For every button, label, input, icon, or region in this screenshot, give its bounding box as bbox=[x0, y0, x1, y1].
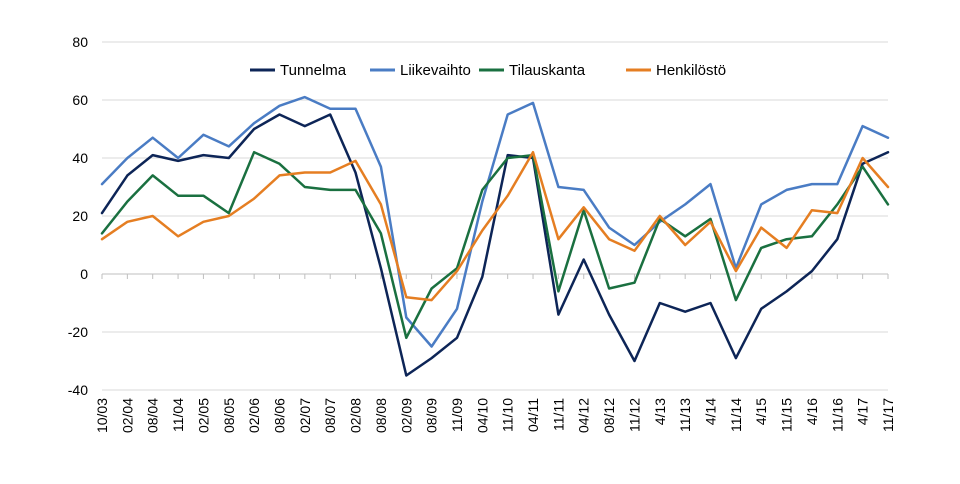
y-tick-label: -40 bbox=[68, 382, 88, 398]
legend-label: Liikevaihto bbox=[400, 62, 471, 79]
x-tick-label: 04/11 bbox=[525, 398, 541, 432]
x-tick-label: 11/17 bbox=[880, 398, 896, 432]
x-tick-label: 11/14 bbox=[728, 398, 744, 432]
series-line-tilauskanta bbox=[100, 150, 890, 340]
legend-item: Tilauskanta bbox=[479, 62, 586, 79]
x-tick-label: 11/13 bbox=[677, 398, 693, 432]
x-tick-label: 10/03 bbox=[94, 398, 110, 433]
legend-label: Henkilöstö bbox=[656, 62, 726, 79]
y-tick-labels: -40 -20 0 20 40 60 80 bbox=[68, 34, 88, 398]
legend-item: Tunnelma bbox=[250, 62, 347, 79]
series-line-liikevaihto bbox=[100, 95, 890, 348]
axes bbox=[101, 273, 889, 279]
x-tick-label: 02/04 bbox=[119, 398, 135, 433]
y-tick-label: 40 bbox=[72, 150, 88, 166]
x-tick-label: 4/15 bbox=[753, 398, 769, 425]
legend-label: Tunnelma bbox=[280, 62, 347, 79]
legend: Tunnelma Liikevaihto Tilauskanta Henkilöstö bbox=[250, 62, 726, 79]
x-tick-label: 02/08 bbox=[348, 398, 364, 433]
x-tick-label: 04/10 bbox=[474, 398, 490, 433]
x-tick-label: 11/10 bbox=[500, 398, 516, 432]
x-tick-label: 11/15 bbox=[779, 398, 795, 432]
x-tick-label: 11/04 bbox=[170, 398, 186, 432]
x-tick-label: 11/09 bbox=[449, 398, 465, 432]
y-tick-label: -20 bbox=[68, 324, 88, 340]
x-tick-label: 08/04 bbox=[145, 398, 161, 433]
y-tick-label: 20 bbox=[72, 208, 88, 224]
x-tick-label: 11/12 bbox=[626, 398, 642, 432]
series-line-tunnelma bbox=[100, 113, 890, 377]
x-tick-label: 02/07 bbox=[297, 398, 313, 433]
x-tick-label: 08/08 bbox=[373, 398, 389, 433]
x-tick-label: 4/14 bbox=[703, 398, 719, 425]
x-tick-label: 08/07 bbox=[322, 398, 338, 433]
y-tick-label: 0 bbox=[80, 266, 88, 282]
x-tick-label: 08/09 bbox=[424, 398, 440, 433]
y-tick-label: 80 bbox=[72, 34, 88, 50]
x-tick-label: 4/16 bbox=[804, 398, 820, 425]
x-tick-label: 02/06 bbox=[246, 398, 262, 433]
x-tick-labels: 10/03 02/04 08/04 11/04 02/05 08/05 02/06 08/06… bbox=[94, 398, 896, 433]
x-tick-label: 4/17 bbox=[855, 398, 871, 425]
x-tick-label: 02/09 bbox=[398, 398, 414, 433]
x-tick-label: 4/13 bbox=[652, 398, 668, 425]
x-tick-label: 04/12 bbox=[576, 398, 592, 433]
legend-label: Tilauskanta bbox=[509, 62, 586, 79]
x-tick-label: 02/05 bbox=[195, 398, 211, 433]
series-line-henkilöstö bbox=[100, 150, 890, 302]
legend-item: Liikevaihto bbox=[370, 62, 471, 79]
x-tick-label: 08/05 bbox=[221, 398, 237, 433]
y-tick-label: 60 bbox=[72, 92, 88, 108]
legend-item: Henkilöstö bbox=[626, 62, 726, 79]
series-lines bbox=[100, 95, 890, 377]
x-tick-label: 11/16 bbox=[829, 398, 845, 432]
x-tick-label: 08/06 bbox=[271, 398, 287, 433]
x-tick-label: 11/11 bbox=[550, 398, 566, 431]
x-tick-label: 08/12 bbox=[601, 398, 617, 433]
